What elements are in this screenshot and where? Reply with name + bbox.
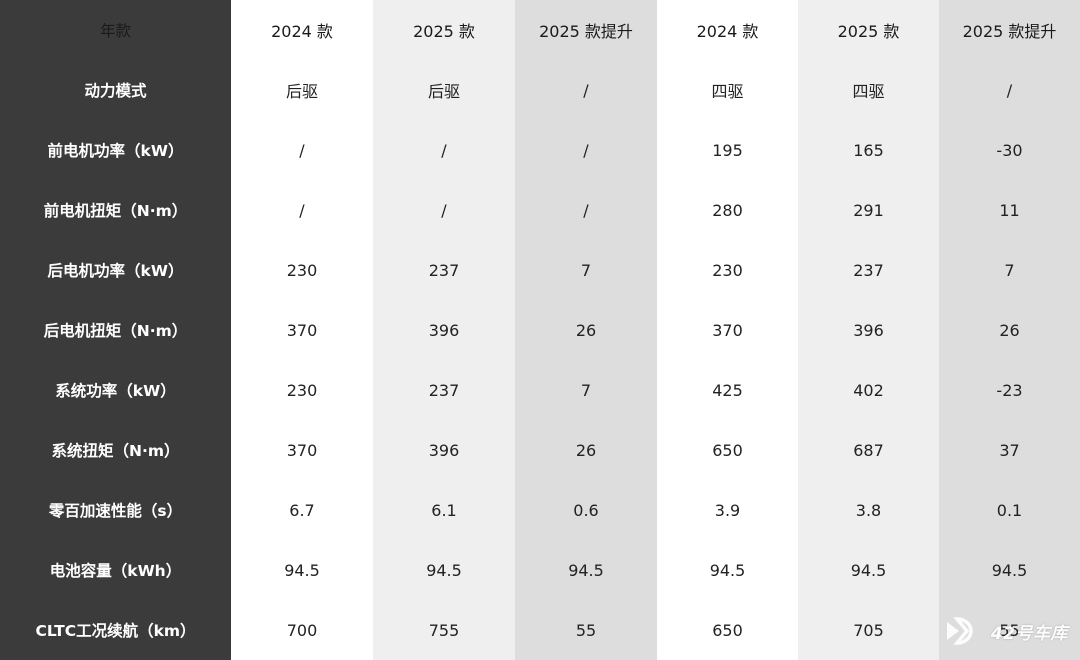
value-cell: 后驱 (231, 60, 373, 120)
value-cell: 7 (939, 240, 1080, 300)
value-cell: 37 (939, 420, 1080, 480)
value-cell: 230 (231, 240, 373, 300)
value-cell: 四驱 (657, 60, 798, 120)
row-label-cell: 前电机功率（kW） (0, 120, 231, 180)
row-label-cell: 后电机扭矩（N·m） (0, 300, 231, 360)
value-cell: 402 (798, 360, 939, 420)
value-cell: / (373, 120, 515, 180)
header-label-cell: 年款 (0, 0, 231, 60)
value-cell: 237 (373, 240, 515, 300)
value-cell: 280 (657, 180, 798, 240)
value-cell: -23 (939, 360, 1080, 420)
table-row: 前电机扭矩（N·m） / //280 291 11 (0, 180, 1080, 240)
value-cell: / (231, 120, 373, 180)
column-header: 2025 款提升 (939, 0, 1080, 60)
value-cell: 705 (798, 600, 939, 660)
value-cell: 94.5 (939, 540, 1080, 600)
value-cell: 94.5 (798, 540, 939, 600)
value-cell: 3.9 (657, 480, 798, 540)
value-cell: 94.5 (657, 540, 798, 600)
row-label-cell: CLTC工况续航（km） (0, 600, 231, 660)
value-cell: 700 (231, 600, 373, 660)
table-row: 动力模式 后驱 后驱 / 四驱 四驱 / (0, 60, 1080, 120)
value-cell: 396 (798, 300, 939, 360)
value-cell: 230 (657, 240, 798, 300)
table-row: 前电机功率（kW） / //195 165 -30 (0, 120, 1080, 180)
value-cell: 7 (515, 360, 657, 420)
value-cell: 291 (798, 180, 939, 240)
value-cell: 195 (657, 120, 798, 180)
value-cell: 165 (798, 120, 939, 180)
value-cell: 6.1 (373, 480, 515, 540)
value-cell: 26 (515, 420, 657, 480)
value-cell: 650 (657, 420, 798, 480)
value-cell: 四驱 (798, 60, 939, 120)
header-row: 年款 2024 款 2025 款 2025 款提升 2024 款 2025 款 2025 款… (0, 0, 1080, 60)
value-cell: / (515, 180, 657, 240)
value-cell: 6.7 (231, 480, 373, 540)
value-cell: 425 (657, 360, 798, 420)
column-header: 2025 款 (373, 0, 515, 60)
value-cell: 7 (515, 240, 657, 300)
value-cell: 687 (798, 420, 939, 480)
table-row: 后电机功率（kW） 230 237 7 230 237 7 (0, 240, 1080, 300)
value-cell: / (939, 60, 1080, 120)
value-cell: 396 (373, 300, 515, 360)
value-cell: 后驱 (373, 60, 515, 120)
table-row: 零百加速性能（s） 6.7 6.1 0.6 3.9 3.8 0.1 (0, 480, 1080, 540)
value-cell: 237 (373, 360, 515, 420)
value-cell: 370 (231, 420, 373, 480)
value-cell: 94.5 (515, 540, 657, 600)
column-header: 2025 款 (798, 0, 939, 60)
value-cell: 237 (798, 240, 939, 300)
table-row: 系统功率（kW） 230 237 7 425 402 -23 (0, 360, 1080, 420)
row-label-cell: 前电机扭矩（N·m） (0, 180, 231, 240)
value-cell: 370 (231, 300, 373, 360)
value-cell: -30 (939, 120, 1080, 180)
value-cell: 55 (515, 600, 657, 660)
table-row: 后电机扭矩（N·m） 370 396 26 370 396 26 (0, 300, 1080, 360)
value-cell: 0.1 (939, 480, 1080, 540)
table-row: 系统扭矩（N·m） 370 396 26 650 687 37 (0, 420, 1080, 480)
value-cell: 370 (657, 300, 798, 360)
value-cell: 26 (515, 300, 657, 360)
value-cell: / (515, 60, 657, 120)
value-cell: 11 (939, 180, 1080, 240)
value-cell: 94.5 (231, 540, 373, 600)
value-cell: 3.8 (798, 480, 939, 540)
value-cell: 94.5 (373, 540, 515, 600)
value-cell: / (373, 180, 515, 240)
column-header: 2025 款提升 (515, 0, 657, 60)
column-header: 2024 款 (231, 0, 373, 60)
table-row: 电池容量（kWh） 94.5 94.5 94.5 94.5 94.5 94.5 (0, 540, 1080, 600)
value-cell: 0.6 (515, 480, 657, 540)
value-cell: 26 (939, 300, 1080, 360)
value-cell: / (231, 180, 373, 240)
value-cell: 650 (657, 600, 798, 660)
row-label-cell: 系统功率（kW） (0, 360, 231, 420)
value-cell: / (515, 120, 657, 180)
row-label-cell: 电池容量（kWh） (0, 540, 231, 600)
value-cell: 755 (373, 600, 515, 660)
row-label-cell: 零百加速性能（s） (0, 480, 231, 540)
value-cell: 55 (939, 600, 1080, 660)
column-header: 2024 款 (657, 0, 798, 60)
value-cell: 396 (373, 420, 515, 480)
row-label-cell: 系统扭矩（N·m） (0, 420, 231, 480)
row-label-cell: 后电机功率（kW） (0, 240, 231, 300)
row-label-cell: 动力模式 (0, 60, 231, 120)
value-cell: 230 (231, 360, 373, 420)
table-row: CLTC工况续航（km） 700 755 55 650 705 55 (0, 600, 1080, 660)
